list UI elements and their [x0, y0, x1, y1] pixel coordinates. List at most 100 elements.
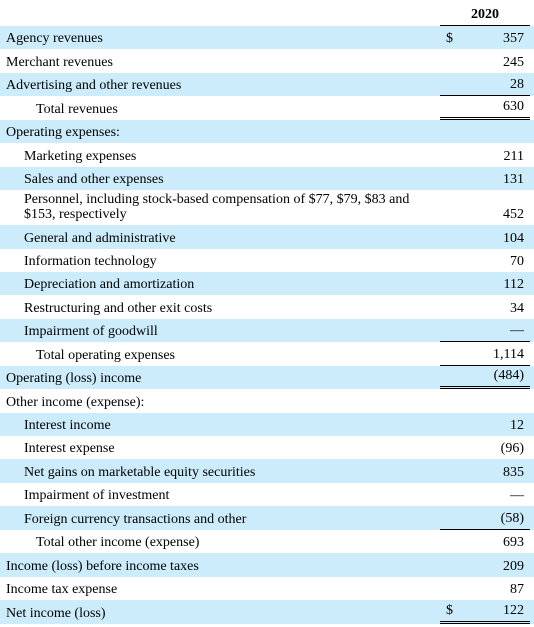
value: 211 [503, 148, 524, 164]
spacer [530, 389, 534, 412]
row-label: Interest income [0, 412, 440, 436]
row: Impairment of investment — [0, 483, 534, 506]
currency [440, 389, 464, 412]
value: 245 [503, 54, 524, 70]
spacer [530, 49, 534, 72]
row-label: Marketing expenses [24, 148, 137, 164]
row-label: Foreign currency transactions and other [0, 506, 440, 530]
row-label: Net gains on marketable equity securitie… [0, 459, 440, 483]
currency [440, 483, 464, 506]
row: Net income (loss) $122 [0, 600, 534, 624]
row: Operating (loss) income (484) [0, 365, 534, 390]
row-label: Operating (loss) income [0, 365, 440, 390]
row-label: Merchant revenues [6, 54, 113, 70]
value: 131 [464, 166, 530, 191]
currency [440, 72, 464, 97]
currency [440, 342, 464, 366]
year-header: 2020 [440, 0, 530, 26]
row: Depreciation and amortization 112 [0, 271, 534, 296]
header-row: 2020 [0, 0, 534, 26]
row: Net gains on marketable equity securitie… [0, 459, 534, 483]
spacer [530, 190, 534, 225]
spacer [530, 295, 534, 318]
row: Total revenues 630 [0, 96, 534, 120]
value: 209 [464, 553, 530, 577]
spacer [530, 271, 534, 296]
spacer [530, 26, 534, 50]
spacer [530, 72, 534, 97]
value: 112 [464, 271, 530, 296]
row: Merchant revenues 245 [0, 49, 534, 72]
row-label: Total operating expenses [36, 347, 175, 363]
row: Impairment of goodwill — [0, 318, 534, 343]
currency [440, 190, 464, 225]
value: (484) [464, 365, 530, 390]
spacer [530, 530, 534, 553]
currency [440, 318, 464, 343]
row-label: Impairment of investment [24, 488, 170, 504]
row-label: Interest expense [24, 441, 115, 457]
value: 104 [464, 225, 530, 249]
spacer [530, 143, 534, 166]
spacer [530, 506, 534, 530]
value: 28 [464, 72, 530, 97]
spacer [530, 553, 534, 577]
spacer [530, 119, 534, 144]
row: Interest income 12 [0, 412, 534, 436]
row: Interest expense (96) [0, 436, 534, 459]
row: Income tax expense 87 [0, 577, 534, 600]
value: 12 [464, 412, 530, 436]
spacer [530, 483, 534, 506]
value: 452 [503, 207, 524, 223]
value: 835 [464, 459, 530, 483]
value: 357 [464, 26, 530, 50]
row: Personnel, including stock-based compens… [0, 190, 534, 225]
row-label: Net income (loss) [0, 600, 440, 624]
spacer [530, 412, 534, 436]
row-label: Sales and other expenses [0, 166, 440, 191]
row-label: Operating expenses: [0, 119, 440, 144]
row: Foreign currency transactions and other (… [0, 506, 534, 530]
row-label: Income (loss) before income taxes [0, 553, 440, 577]
spacer [530, 342, 534, 365]
currency [440, 506, 464, 530]
value: 1,114 [464, 342, 530, 366]
currency [440, 119, 464, 144]
row-label: Total revenues [36, 101, 118, 117]
row-label: Advertising and other revenues [0, 72, 440, 97]
currency [440, 249, 464, 272]
row-label: Restructuring and other exit costs [24, 300, 213, 316]
row: Marketing expenses 211 [0, 143, 534, 166]
value: 34 [510, 300, 524, 316]
spacer [530, 600, 534, 624]
value: 70 [510, 253, 524, 269]
spacer [530, 249, 534, 272]
currency: $ [440, 26, 464, 50]
spacer [530, 365, 534, 390]
currency [440, 166, 464, 191]
row: General and administrative 104 [0, 225, 534, 249]
spacer [530, 577, 534, 600]
currency [440, 295, 464, 318]
row: Information technology 70 [0, 249, 534, 272]
currency: $ [440, 600, 464, 624]
currency [440, 365, 464, 390]
currency [440, 49, 464, 72]
value: 630 [464, 96, 530, 120]
currency [440, 271, 464, 296]
currency [440, 143, 464, 166]
value: 122 [464, 600, 530, 624]
row-label: Other income (expense): [6, 394, 145, 410]
spacer [530, 436, 534, 459]
row-label: Impairment of goodwill [0, 318, 440, 343]
currency [440, 553, 464, 577]
row-label: Information technology [24, 253, 157, 269]
row: Income (loss) before income taxes 209 [0, 553, 534, 577]
value: — [510, 488, 524, 504]
row: Total operating expenses 1,114 [0, 342, 534, 366]
value: — [464, 318, 530, 343]
spacer [530, 318, 534, 343]
spacer [530, 96, 534, 119]
value [464, 389, 530, 412]
row: Total other income (expense) 693 [0, 530, 534, 553]
